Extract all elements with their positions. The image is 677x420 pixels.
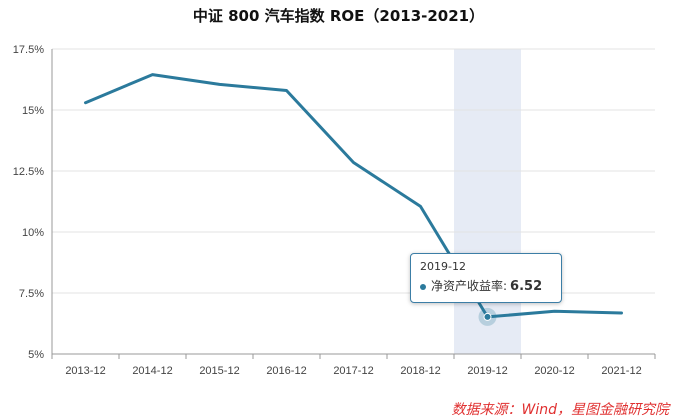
x-tick-label: 2019-12	[467, 365, 507, 377]
y-tick-label: 12.5%	[13, 166, 44, 178]
tooltip-label: 净资产收益率:	[431, 279, 508, 293]
x-axis-ticks: 2013-12 2014-12 2015-12 2016-12 2017-12 2018-…	[65, 365, 641, 377]
grid-lines	[52, 48, 655, 294]
data-point[interactable]	[483, 312, 492, 321]
y-tick-label: 10%	[22, 227, 44, 239]
y-tick-label: 17.5%	[13, 44, 44, 56]
data-points	[478, 307, 497, 326]
x-tick-label: 2013-12	[65, 365, 105, 377]
x-tick-label: 2018-12	[400, 365, 440, 377]
x-tick-label: 2015-12	[199, 365, 239, 377]
tooltip: 2019-12 净资产收益率: 6.52	[410, 253, 562, 303]
x-tick-label: 2020-12	[534, 365, 574, 377]
x-tick-label: 2014-12	[132, 365, 172, 377]
y-tick-label: 7.5%	[19, 288, 44, 300]
x-tick-label: 2016-12	[266, 365, 306, 377]
tooltip-date: 2019-12	[420, 260, 466, 273]
y-tick-label: 15%	[22, 105, 44, 117]
x-tick-label: 2017-12	[333, 365, 373, 377]
series-line-roe	[84, 73, 623, 319]
series-dot-icon	[420, 283, 426, 290]
highlight-band	[454, 49, 521, 354]
tooltip-value: 6.52	[510, 279, 543, 294]
chart-title: 中证 800 汽车指数 ROE（2013-2021）	[192, 7, 485, 25]
source-note: 数据来源：Wind，星图金融研究院	[451, 402, 670, 418]
y-tick-label: 5%	[28, 349, 44, 361]
y-axis-ticks: 5% 7.5% 10% 12.5% 15% 17.5%	[13, 44, 44, 361]
x-tick-label: 2021-12	[601, 365, 641, 377]
axes	[51, 49, 656, 359]
tooltip-row: 净资产收益率: 6.52	[420, 277, 542, 294]
